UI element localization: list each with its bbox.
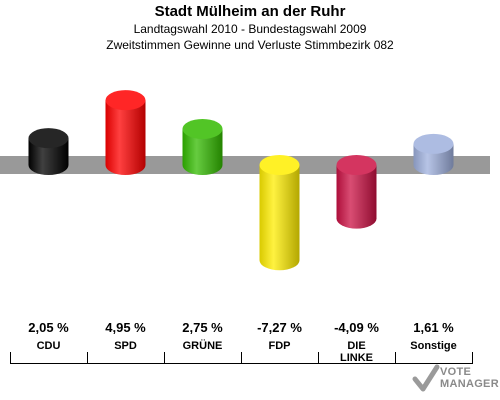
- value-label: 2,75 %: [182, 320, 223, 335]
- bar-die-linke: [336, 155, 377, 229]
- logo-text-line2: MANAGER: [440, 378, 499, 390]
- chart-subtitle-district: Zweitstimmen Gewinne und Verluste Stimmb…: [106, 38, 394, 52]
- vote-manager-logo: VOTE MANAGER: [412, 364, 499, 394]
- category-label: SPD: [114, 340, 137, 352]
- value-label: 2,05 %: [28, 320, 69, 335]
- x-axis-tick: [395, 352, 396, 364]
- category-label: CDU: [36, 340, 61, 352]
- category-label: Sonstige: [410, 340, 457, 352]
- category-label: FDP: [268, 340, 291, 352]
- x-axis-line: [10, 363, 472, 364]
- category-label: GRÜNE: [182, 340, 223, 352]
- x-axis-tick: [318, 352, 319, 364]
- x-axis-tick: [472, 352, 473, 364]
- value-label: 4,95 %: [105, 320, 146, 335]
- x-axis-tick: [10, 352, 11, 364]
- value-label: -4,09 %: [334, 320, 379, 335]
- chart-subtitle-election: Landtagswahl 2010 - Bundestagswahl 2009: [133, 22, 367, 36]
- value-label: 1,61 %: [413, 320, 454, 335]
- value-label: -7,27 %: [257, 320, 302, 335]
- logo-text-line1: VOTE: [440, 366, 472, 378]
- checkmark-icon: [412, 364, 440, 392]
- x-axis-tick: [87, 352, 88, 364]
- bar-spd: [105, 90, 146, 175]
- bar-fdp: [259, 155, 300, 271]
- x-axis-tick: [164, 352, 165, 364]
- chart-title: Stadt Mülheim an der Ruhr: [154, 3, 346, 20]
- bar-gr-ne: [182, 118, 223, 175]
- bar-sonstige: [413, 133, 454, 175]
- bar-cdu: [28, 128, 69, 175]
- x-axis-tick: [241, 352, 242, 364]
- category-label: DIE LINKE: [340, 340, 373, 364]
